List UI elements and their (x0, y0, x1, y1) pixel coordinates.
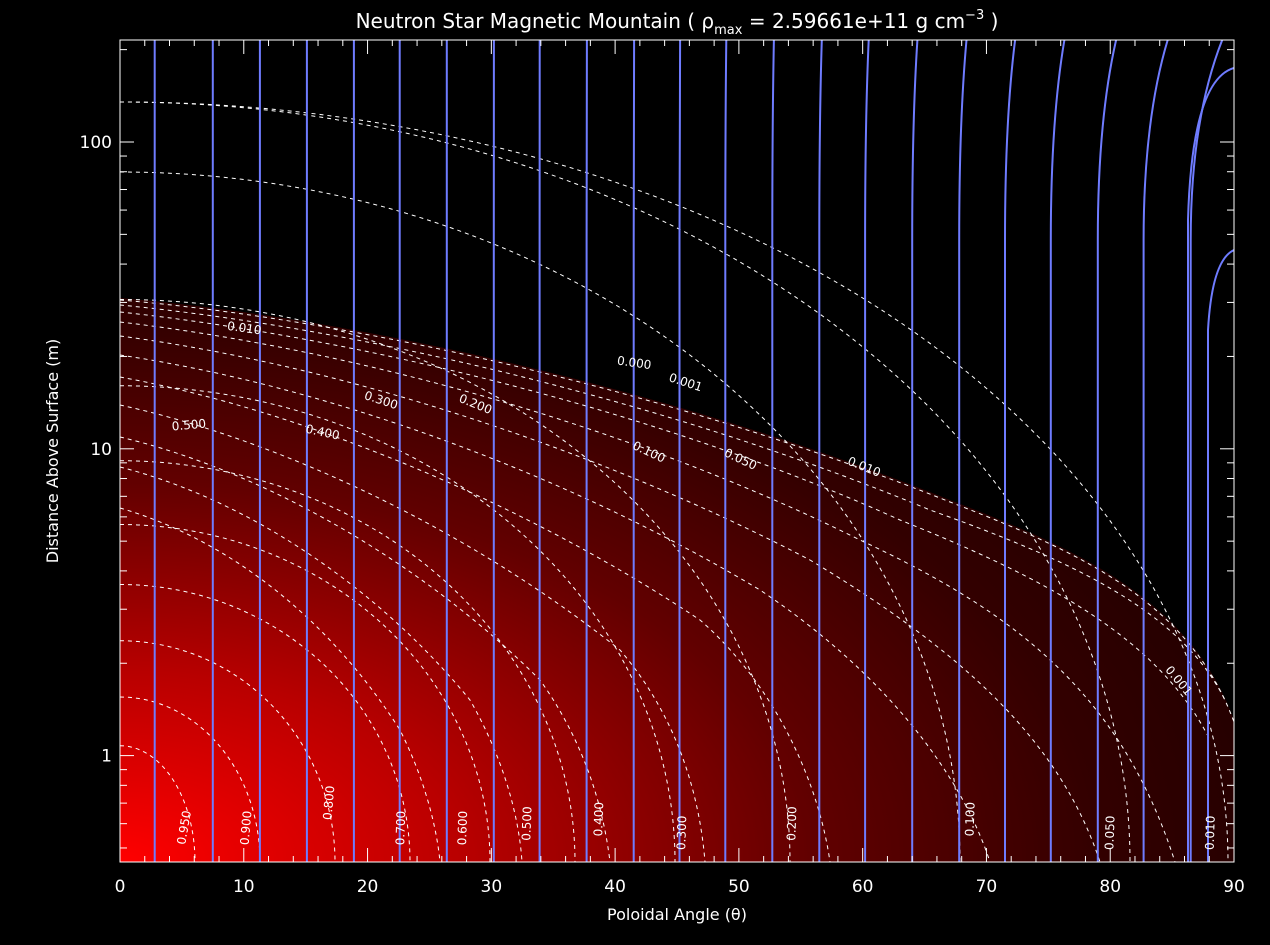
contour-label: 0.500 (171, 417, 206, 434)
contour-label: 0.001 (667, 370, 704, 394)
field-line (1142, 40, 1169, 862)
field-line (1049, 40, 1066, 862)
contour-label: 0.100 (963, 802, 978, 837)
x-tick-label: 20 (357, 877, 379, 897)
y-tick-label: 10 (90, 440, 112, 460)
y-axis: 1 10 100 (80, 49, 1234, 849)
x-tick-label: 40 (604, 877, 626, 897)
x-tick-label: 10 (233, 877, 255, 897)
plot-frame (119, 39, 1235, 863)
contour-line (120, 354, 991, 862)
contour-line (120, 466, 523, 862)
field-line (818, 40, 823, 862)
contour-line (120, 385, 676, 862)
y-axis-label: Distance Above Surface (m) (43, 339, 62, 563)
contour-label: 0.010 (226, 319, 262, 338)
x-tick-label: 90 (1223, 877, 1245, 897)
density-fill (120, 298, 1234, 862)
field-line (1004, 40, 1017, 862)
contour-label: 0.200 (784, 806, 799, 841)
contour-label: 0.400 (591, 802, 606, 837)
title-main: Neutron Star Magnetic Mountain ( ρ (356, 9, 715, 33)
y-tick-label: 100 (80, 133, 112, 153)
contour-line (120, 299, 791, 862)
contour-label: 0.500 (519, 806, 534, 841)
contour-line (120, 304, 1226, 701)
contour-line (120, 171, 961, 862)
x-tick-label: 80 (1099, 877, 1121, 897)
contour-line (120, 584, 411, 862)
field-line (1187, 67, 1234, 862)
x-axis: 0 10 20 30 40 50 60 70 80 90 (115, 40, 1245, 897)
field-line (1096, 40, 1118, 862)
contour-line (120, 101, 1229, 862)
contour-label: 0.050 (1102, 815, 1117, 850)
contour-line (120, 404, 706, 862)
x-axis-label: Poloidal Angle (θ) (607, 905, 747, 924)
title-superscript: −3 (965, 8, 984, 23)
contour-label: 0.700 (393, 811, 408, 846)
contour-line (120, 335, 1101, 862)
field-line (1207, 249, 1234, 862)
field-line (958, 40, 968, 862)
x-tick-label: 50 (728, 877, 750, 897)
field-line (771, 40, 775, 862)
x-tick-label: 60 (852, 877, 874, 897)
contour-line (120, 376, 831, 862)
contour-label: 0.600 (455, 811, 470, 846)
title-value: = 2.59661e+11 g cm (742, 9, 965, 33)
contour-label: 0.800 (320, 785, 337, 820)
density-contours (120, 101, 1234, 862)
contour-label: 0.300 (674, 815, 689, 850)
contour-label: 0.400 (304, 422, 341, 443)
contour-line (120, 101, 1131, 862)
y-tick-label: 1 (101, 747, 112, 767)
contour-line (120, 507, 441, 862)
contour-line (120, 745, 196, 862)
title-subscript: max (714, 23, 743, 38)
field-line (678, 40, 682, 862)
field-line (864, 40, 870, 862)
title-close: ) (984, 9, 998, 33)
contour-label: 0.900 (238, 810, 255, 845)
plot-area: 0.950 0.900 0.800 0.700 0.600 0.500 0.400 0.300… (120, 40, 1234, 862)
contour-line (120, 321, 1176, 862)
contour-line (120, 299, 1234, 723)
chart-title: Neutron Star Magnetic Mountain ( ρmax = … (356, 8, 999, 38)
contour-label: 0.950 (174, 809, 194, 845)
contour-line (120, 696, 261, 862)
magnetic-field-lines (153, 40, 1234, 862)
contour-label: 0.000 (616, 354, 652, 373)
contour-line (120, 436, 611, 862)
contour-label: 0.010 (1203, 815, 1218, 850)
contour-line (120, 311, 1211, 741)
field-line (911, 40, 919, 862)
contour-line (120, 640, 336, 862)
x-tick-label: 70 (976, 877, 998, 897)
x-tick-label: 30 (481, 877, 503, 897)
x-tick-label: 0 (115, 877, 126, 897)
field-line (724, 40, 728, 862)
field-line (1189, 40, 1224, 862)
